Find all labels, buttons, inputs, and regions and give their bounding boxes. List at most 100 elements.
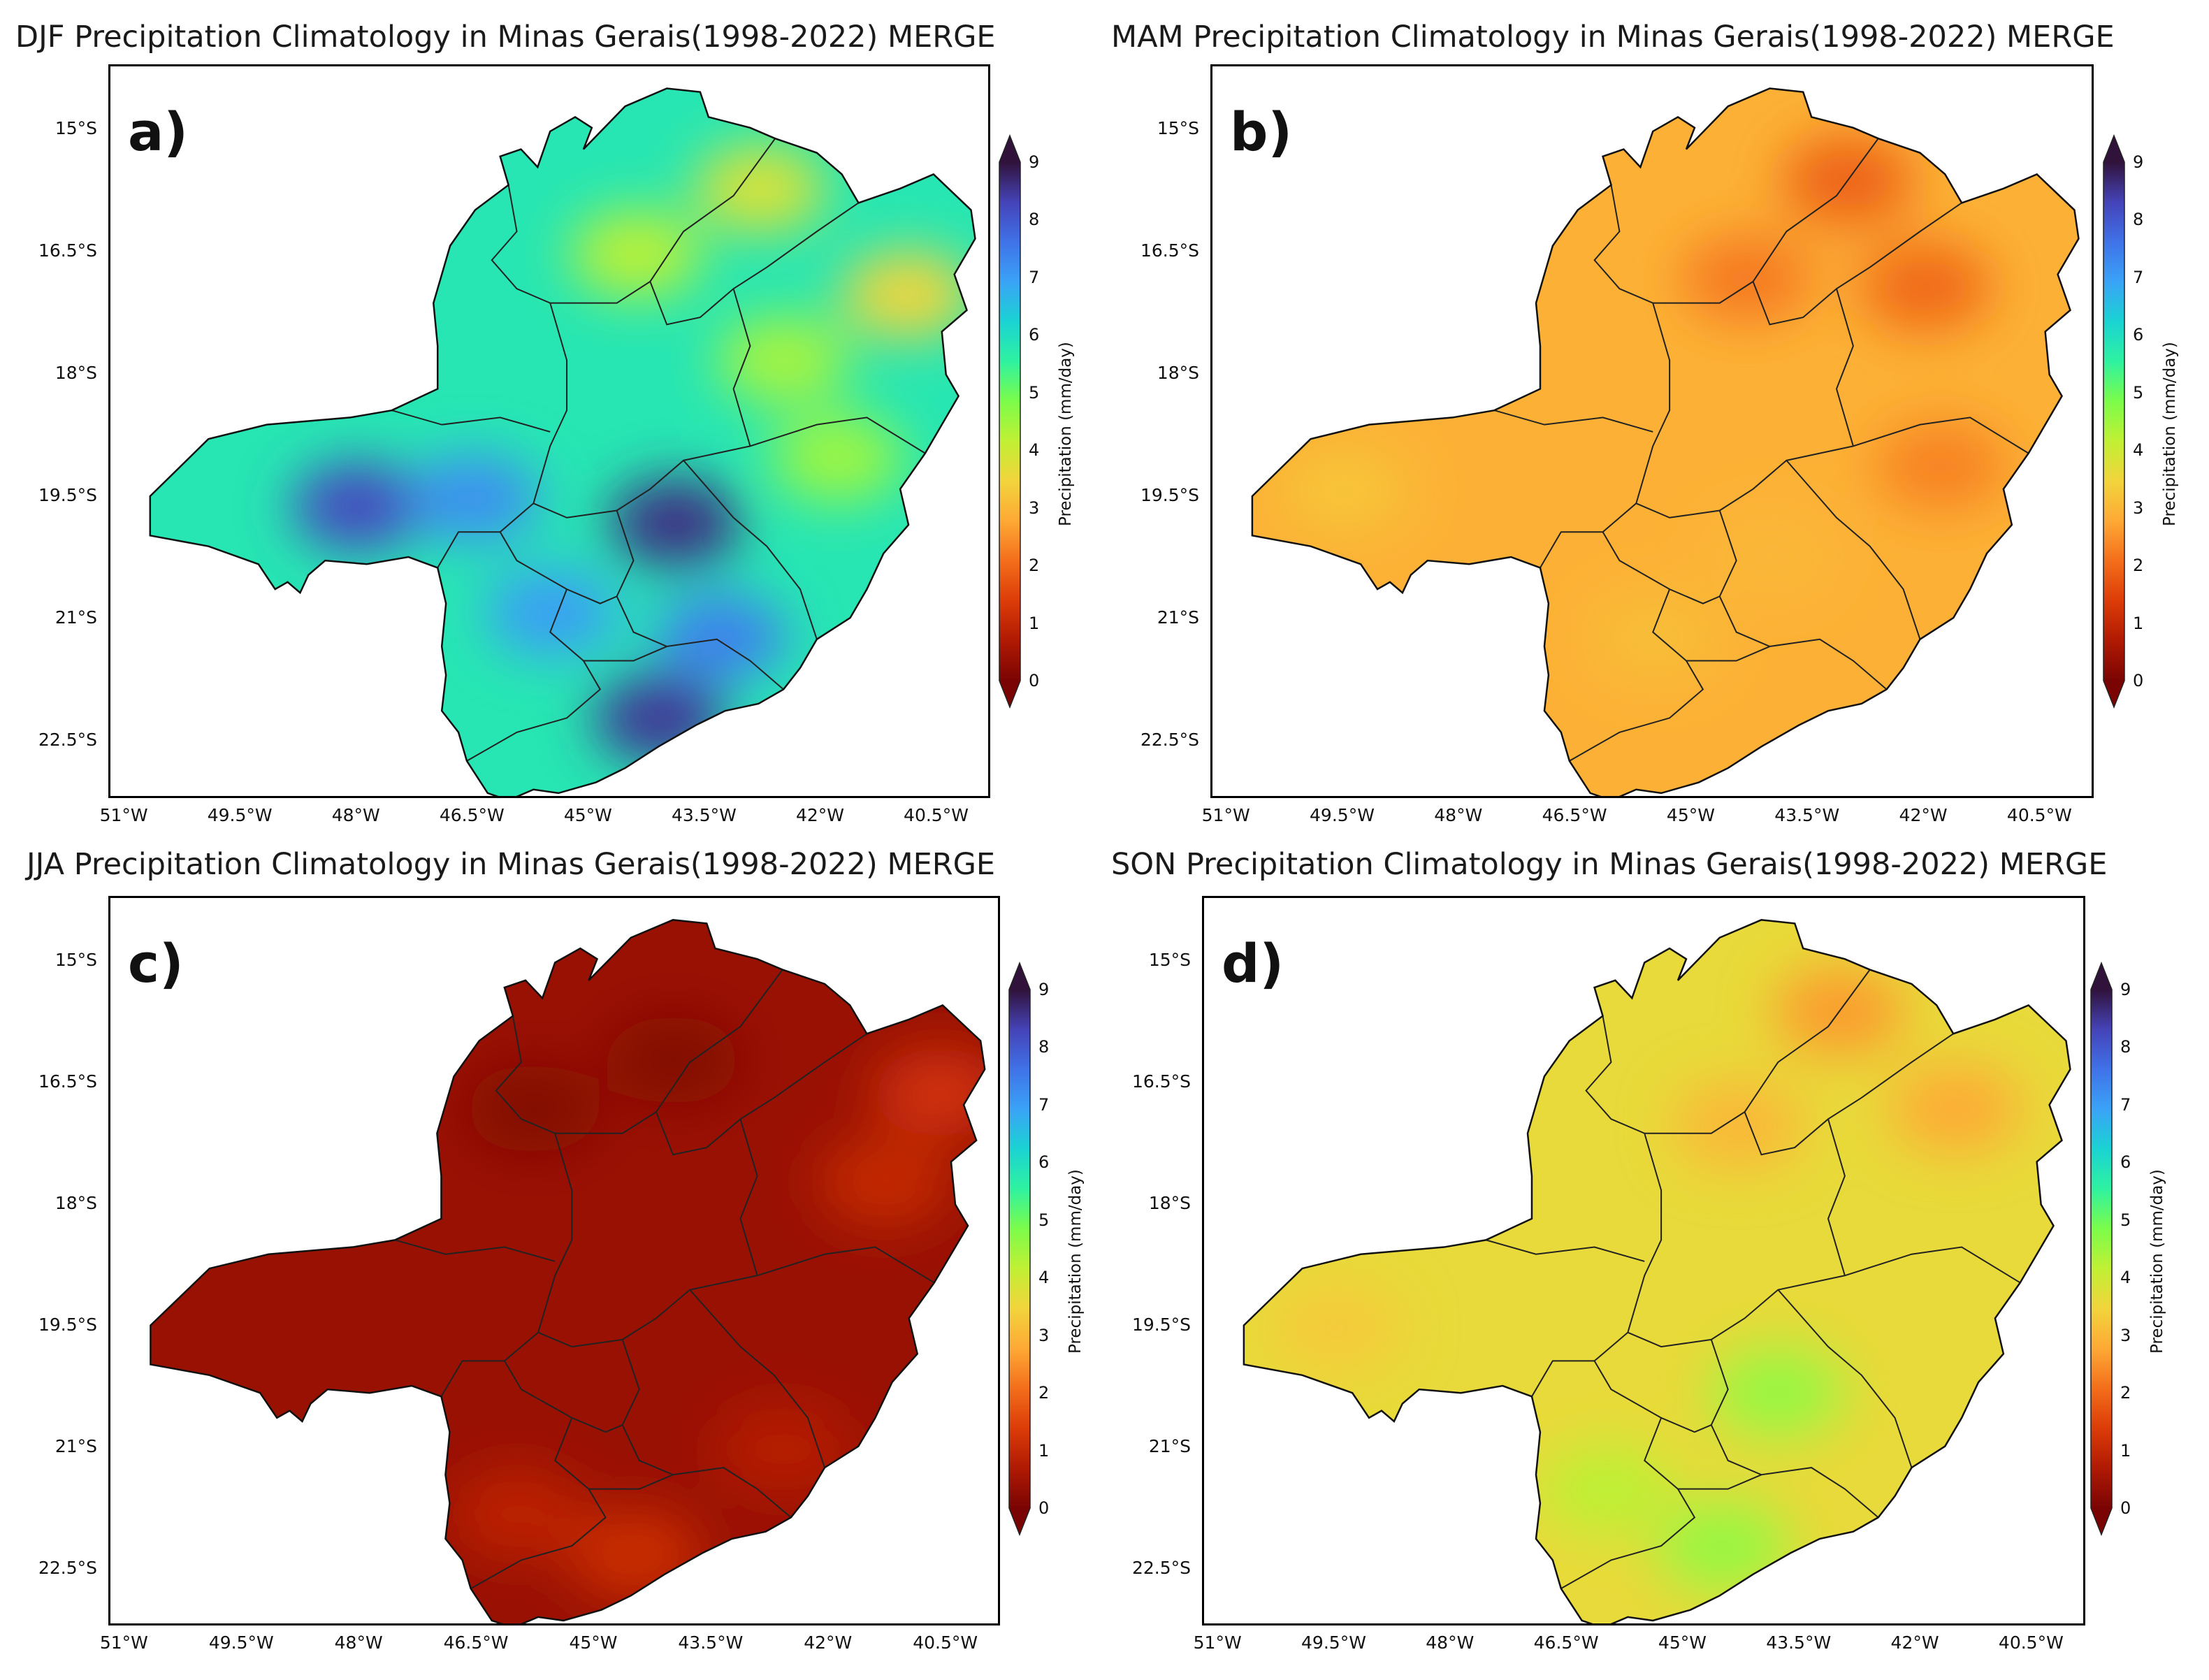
mesoregion-border <box>1835 288 1854 447</box>
y-tick-label: 18°S <box>55 1192 97 1213</box>
y-tick-label: 19.5°S <box>1131 1314 1191 1335</box>
colorbar <box>2090 962 2113 1536</box>
colorbar-tick-label: 3 <box>1029 498 1040 518</box>
precip-hotspot <box>655 593 788 681</box>
colorbar-extend-max <box>2091 963 2112 990</box>
precip-hotspot <box>716 1405 850 1493</box>
y-tick-label: 18°S <box>1148 1192 1191 1213</box>
x-tick-label: 46.5°W <box>443 1632 509 1653</box>
precip-field <box>150 920 985 1623</box>
colorbar-tick-label: 3 <box>1038 1325 1050 1345</box>
mesoregion-border <box>1777 1289 1913 1468</box>
precip-field <box>150 88 976 796</box>
x-tick-label: 48°W <box>334 1632 383 1653</box>
x-tick-label: 49.5°W <box>208 1632 274 1653</box>
x-tick-label: 49.5°W <box>207 805 273 825</box>
mesoregion-border <box>739 1119 758 1276</box>
precip-hotspot <box>570 210 703 298</box>
mesoregion-border <box>649 138 776 282</box>
precip-hotspot <box>450 1470 584 1558</box>
mesoregion-border <box>466 660 602 762</box>
colorbar-extend-min <box>1009 1508 1030 1535</box>
mesoregion-border <box>537 1246 935 1348</box>
colorbar-tick-label: 5 <box>1038 1210 1050 1230</box>
state-outline <box>149 87 976 796</box>
x-tick-label: 43.5°W <box>1774 805 1840 825</box>
colorbar-tick-label: 4 <box>2120 1268 2131 1288</box>
y-tick-label: 22.5°S <box>1131 1557 1191 1578</box>
panel-letter: c) <box>128 932 184 994</box>
mesoregion-border <box>394 1239 556 1262</box>
precip-hotspot <box>593 674 726 763</box>
colorbar-tick-label: 7 <box>2120 1094 2131 1115</box>
x-tick-label: 40.5°W <box>2006 805 2072 825</box>
mesoregion-border <box>1718 510 1888 690</box>
y-tick-label: 16.5°S <box>38 240 97 261</box>
panel-title: DJF Precipitation Climatology in Minas G… <box>15 20 996 55</box>
precip-hotspot <box>841 250 973 339</box>
x-tick-label: 45°W <box>569 1632 618 1653</box>
mesoregion-border <box>689 1289 826 1468</box>
colorbar-tick-label: 8 <box>2133 210 2144 230</box>
mesoregion-border <box>1569 660 1704 762</box>
map-frame <box>108 64 990 798</box>
precip-hotspot <box>1277 446 1411 535</box>
colorbar-gradient <box>1009 990 1030 1508</box>
precip-hotspot <box>485 568 618 657</box>
mesoregion-border <box>683 460 818 640</box>
precip-hotspot <box>607 1016 741 1104</box>
x-tick-label: 51°W <box>1193 1632 1242 1653</box>
map-frame <box>108 896 1000 1625</box>
colorbar-outline <box>2090 962 2113 1536</box>
mesoregion-border <box>437 184 568 568</box>
x-tick-label: 46.5°W <box>439 805 505 825</box>
x-tick-label: 42°W <box>1890 1632 1939 1653</box>
colorbar-tick-label: 8 <box>1038 1037 1050 1057</box>
precip-hotspot <box>1704 512 1837 600</box>
precip-hotspot <box>717 316 850 404</box>
colorbar-outline <box>999 134 1021 709</box>
colorbar-label: Precipitation (mm/day) <box>1066 1169 1085 1354</box>
x-tick-label: 40.5°W <box>1998 1632 2064 1653</box>
x-tick-label: 46.5°W <box>1542 805 1607 825</box>
precip-hotspot <box>1889 1064 2022 1153</box>
precip-hotspot <box>407 454 540 543</box>
precip-hotspot <box>771 414 904 502</box>
mesoregion-border <box>1560 1489 1696 1590</box>
x-tick-label: 48°W <box>1426 1632 1475 1653</box>
colorbar-tick-label: 9 <box>2120 980 2131 999</box>
precip-hotspot <box>1588 593 1721 681</box>
mesoregion-border <box>1710 1339 1879 1519</box>
mesoregion-border <box>1486 1239 1645 1262</box>
state-outline <box>150 919 986 1623</box>
map-frame <box>1210 64 2094 798</box>
precip-hotspot <box>567 1510 702 1599</box>
x-tick-label: 51°W <box>99 1632 148 1653</box>
colorbar-tick-label: 4 <box>1029 440 1040 461</box>
mesoregion-border <box>440 1015 573 1397</box>
colorbar-tick-label: 7 <box>1038 1094 1050 1115</box>
mesoregion-border <box>1494 410 1653 433</box>
precip-hotspot <box>1540 1446 1674 1534</box>
precip-hotspot <box>1269 1284 1403 1372</box>
colorbar-tick-label: 4 <box>2133 440 2144 461</box>
x-tick-label: 45°W <box>563 805 612 825</box>
colorbar-tick-label: 7 <box>1029 267 1040 287</box>
x-tick-label: 43.5°W <box>1766 1632 1832 1653</box>
y-tick-label: 22.5°S <box>1140 730 1199 751</box>
colorbar-tick-label: 2 <box>2120 1383 2131 1403</box>
y-tick-label: 16.5°S <box>1131 1071 1191 1092</box>
colorbar-tick-label: 0 <box>2133 671 2144 690</box>
mesoregion-border <box>470 1489 607 1590</box>
colorbar-tick-label: 2 <box>1029 556 1040 576</box>
precip-hotspot <box>465 1064 600 1153</box>
state-outline <box>1243 919 2071 1623</box>
mesoregion-border <box>1744 969 1871 1113</box>
y-tick-label: 15°S <box>1148 949 1191 970</box>
panel-letter: b) <box>1230 101 1293 163</box>
mesoregion-border <box>1653 202 1962 326</box>
mesoregion-border <box>550 202 860 326</box>
y-tick-label: 22.5°S <box>38 730 97 751</box>
colorbar-gradient <box>2091 990 2112 1508</box>
precip-field <box>1252 88 2079 796</box>
